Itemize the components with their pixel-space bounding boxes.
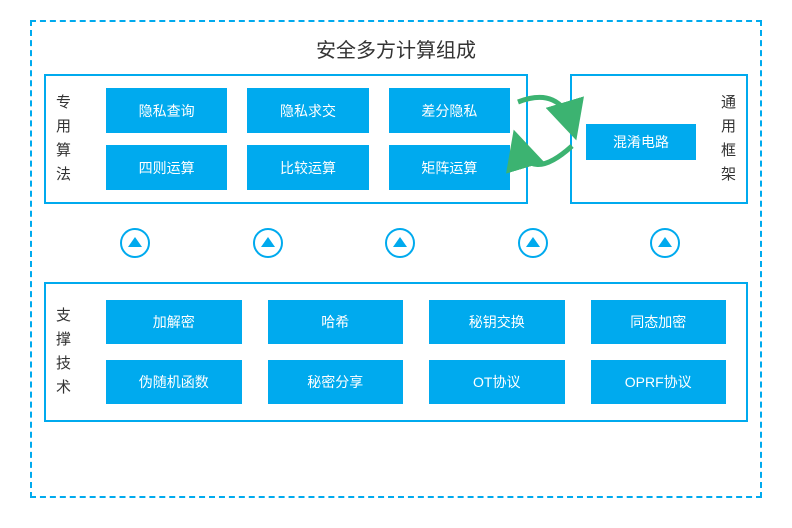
chip-arithmetic: 四则运算 — [106, 145, 227, 190]
chip-psi: 隐私求交 — [247, 88, 368, 133]
panel-left-label: 专 用 算 法 — [56, 91, 71, 187]
panel-left-grid: 隐私查询 隐私求交 差分隐私 四则运算 比较运算 矩阵运算 — [106, 88, 510, 190]
chip-prf: 伪随机函数 — [106, 360, 242, 404]
chip-key-exchange: 秘钥交换 — [429, 300, 565, 344]
up-arrow-row — [120, 228, 680, 264]
up-arrow-icon — [120, 228, 150, 258]
panel-bottom-label: 支 撑 技 术 — [56, 304, 71, 400]
diagram-title: 安全多方计算组成 — [0, 34, 792, 63]
up-arrow-icon — [650, 228, 680, 258]
chip-homomorphic: 同态加密 — [591, 300, 727, 344]
chip-comparison: 比较运算 — [247, 145, 368, 190]
up-arrow-icon — [385, 228, 415, 258]
up-arrow-icon — [253, 228, 283, 258]
chip-hash: 哈希 — [268, 300, 404, 344]
chip-ot: OT协议 — [429, 360, 565, 404]
chip-oprf: OPRF协议 — [591, 360, 727, 404]
panel-bottom-grid: 加解密 哈希 秘钥交换 同态加密 伪随机函数 秘密分享 OT协议 OPRF协议 — [106, 300, 726, 404]
chip-matrix: 矩阵运算 — [389, 145, 510, 190]
chip-differential-privacy: 差分隐私 — [389, 88, 510, 133]
chip-garbled-circuit: 混淆电路 — [586, 124, 696, 160]
chip-privacy-query: 隐私查询 — [106, 88, 227, 133]
up-arrow-icon — [518, 228, 548, 258]
panel-specialized-algorithms: 专 用 算 法 隐私查询 隐私求交 差分隐私 四则运算 比较运算 矩阵运算 — [44, 74, 528, 204]
panel-right-label: 通 用 框 架 — [721, 91, 736, 187]
chip-secret-sharing: 秘密分享 — [268, 360, 404, 404]
panel-supporting-tech: 支 撑 技 术 加解密 哈希 秘钥交换 同态加密 伪随机函数 秘密分享 OT协议… — [44, 282, 748, 422]
panel-general-framework: 通 用 框 架 混淆电路 — [570, 74, 748, 204]
chip-encdec: 加解密 — [106, 300, 242, 344]
